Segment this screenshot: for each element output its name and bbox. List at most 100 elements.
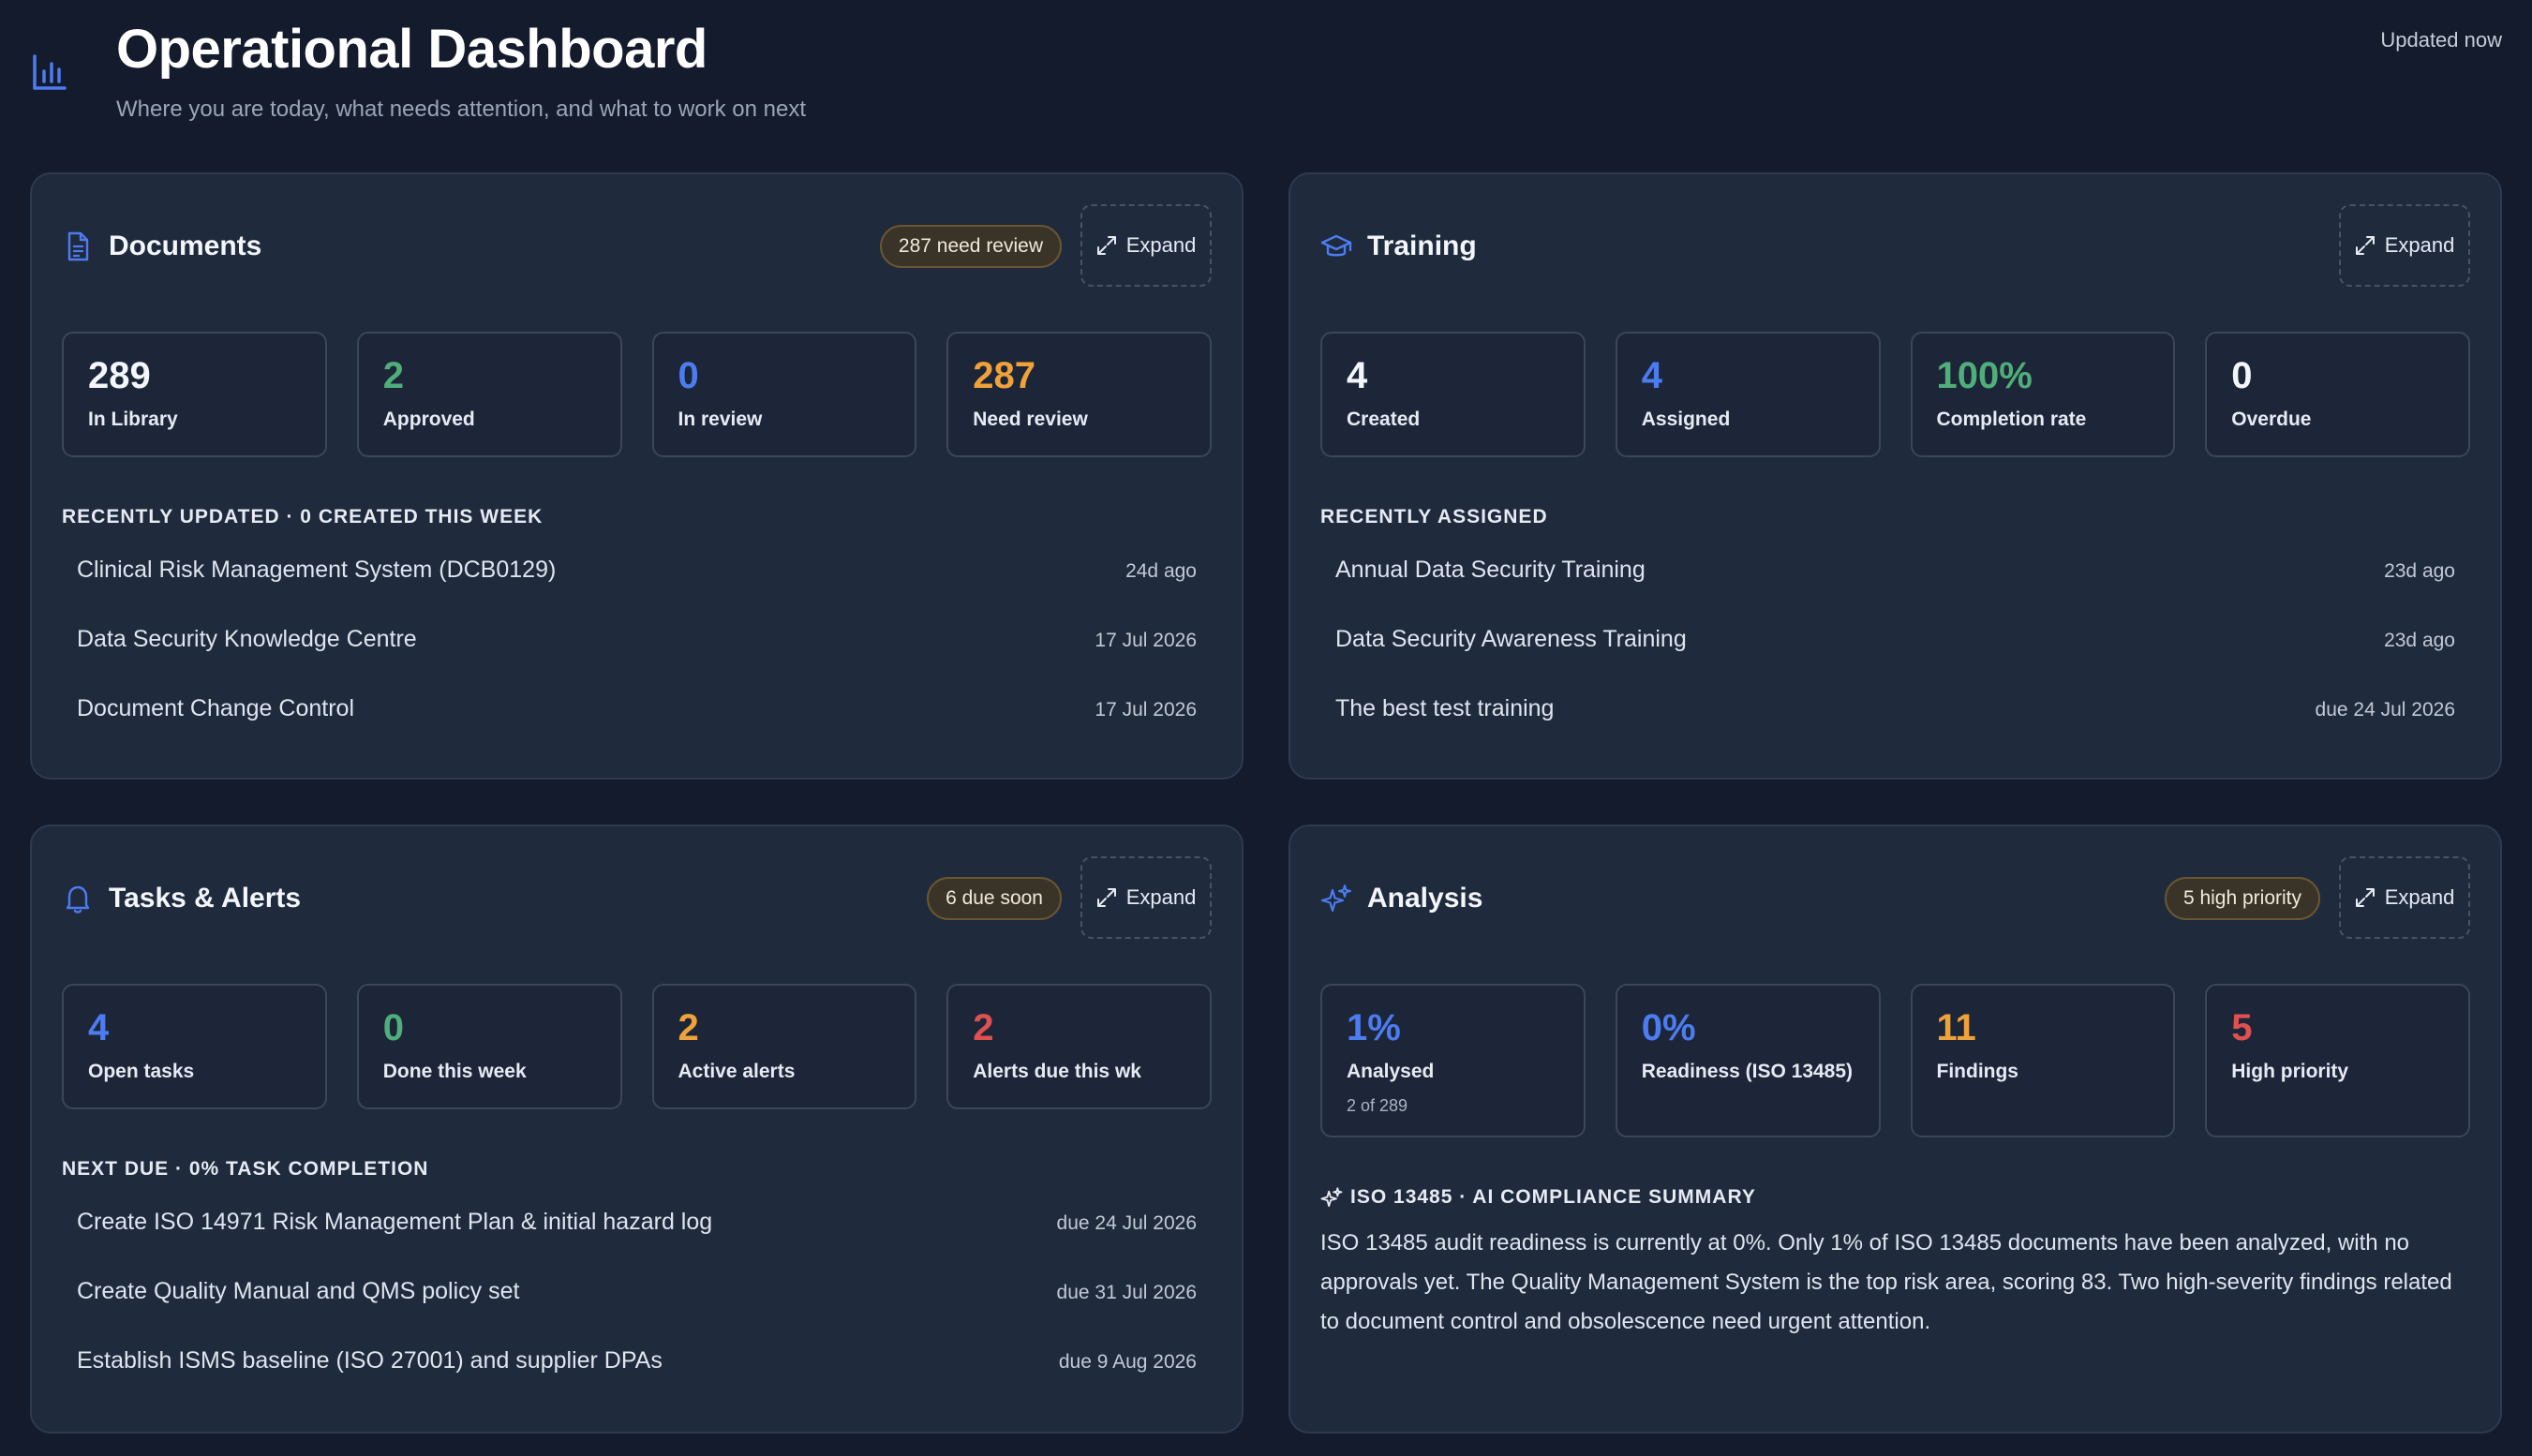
stat-value: 0 [2231, 355, 2253, 396]
ai-summary-label: ISO 13485 · AI COMPLIANCE SUMMARY [1350, 1186, 1756, 1208]
stat-label: Active alerts [678, 1061, 796, 1082]
graduation-cap-icon [1320, 234, 1352, 257]
item-date: due 24 Jul 2026 [2315, 699, 2455, 721]
stat-value: 0 [678, 355, 699, 396]
training-card: Training Expand 4 Created 4 Assigned 100… [1288, 172, 2502, 780]
item-date: due 9 Aug 2026 [1058, 1351, 1197, 1373]
analysis-stats: 1% Analysed 2 of 289 0% Readiness (ISO 1… [1320, 984, 2470, 1137]
documents-card: Documents 287 need review Expand 289 In … [30, 172, 1244, 780]
stat-alerts-due[interactable]: 2 Alerts due this wk [946, 984, 1212, 1109]
document-icon [67, 231, 89, 261]
item-title: Data Security Awareness Training [1335, 626, 1687, 652]
stat-value: 2 [678, 1007, 699, 1048]
stat-overdue[interactable]: 0 Overdue [2205, 332, 2470, 457]
list-item[interactable]: Clinical Risk Management System (DCB0129… [62, 540, 1212, 609]
documents-card-header: Documents 287 need review Expand [62, 204, 1212, 287]
tasks-title: Tasks & Alerts [109, 883, 302, 914]
stat-value: 5 [2231, 1007, 2253, 1048]
ai-summary-heading: ISO 13485 · AI COMPLIANCE SUMMARY [1320, 1186, 1756, 1209]
list-item[interactable]: Create ISO 14971 Risk Management Plan & … [62, 1192, 1212, 1261]
item-title: Establish ISMS baseline (ISO 27001) and … [77, 1347, 663, 1374]
stat-assigned[interactable]: 4 Assigned [1615, 332, 1881, 457]
stat-created[interactable]: 4 Created [1320, 332, 1586, 457]
stat-value: 100% [1936, 355, 2033, 396]
ai-summary-text: ISO 13485 audit readiness is currently a… [1320, 1230, 2452, 1334]
stat-completion-rate[interactable]: 100% Completion rate [1910, 332, 2176, 457]
stat-readiness[interactable]: 0% Readiness (ISO 13485) [1615, 984, 1881, 1137]
stat-open-tasks[interactable]: 4 Open tasks [62, 984, 327, 1109]
item-title: The best test training [1335, 695, 1555, 721]
training-expand-button[interactable]: Expand [2339, 204, 2470, 287]
stat-high-priority[interactable]: 5 High priority [2205, 984, 2470, 1137]
stat-value: 2 [973, 1007, 994, 1048]
updated-status: Updated now [2380, 28, 2502, 52]
stat-findings[interactable]: 11 Findings [1910, 984, 2176, 1137]
stat-label: High priority [2231, 1061, 2349, 1082]
tasks-card-header: Tasks & Alerts 6 due soon Expand [62, 856, 1212, 939]
documents-stats: 289 In Library 2 Approved 0 In review 28… [62, 332, 1212, 457]
analysis-title: Analysis [1367, 883, 1483, 914]
list-item[interactable]: Annual Data Security Training 23d ago [1320, 540, 2470, 609]
documents-title: Documents [109, 230, 262, 261]
page-subtitle: Where you are today, what needs attentio… [116, 97, 806, 122]
stat-value: 2 [382, 355, 404, 396]
expand-icon [2355, 888, 2375, 907]
list-item[interactable]: The best test training due 24 Jul 2026 [1320, 678, 2470, 748]
analysis-card-header: Analysis 5 high priority Expand [1320, 856, 2470, 939]
expand-label: Expand [1125, 885, 1197, 909]
stat-label: Findings [1936, 1061, 2019, 1082]
list-item[interactable]: Create Quality Manual and QMS policy set… [62, 1261, 1212, 1330]
list-item[interactable]: Data Security Knowledge Centre 17 Jul 20… [62, 609, 1212, 678]
stat-done-this-week[interactable]: 0 Done this week [356, 984, 622, 1109]
item-date: 17 Jul 2026 [1095, 699, 1197, 721]
analysis-expand-button[interactable]: Expand [2339, 856, 2470, 939]
stat-label: In review [678, 409, 763, 430]
list-item[interactable]: Data Security Awareness Training 23d ago [1320, 609, 2470, 678]
training-section-label: RECENTLY ASSIGNED [1320, 506, 1548, 527]
list-item[interactable]: Establish ISMS baseline (ISO 27001) and … [62, 1330, 1212, 1400]
stat-label: Alerts due this wk [973, 1061, 1141, 1082]
stat-label: Overdue [2231, 409, 2312, 430]
stat-active-alerts[interactable]: 2 Active alerts [651, 984, 917, 1109]
analysis-card: Analysis 5 high priority Expand 1% Analy… [1288, 825, 2502, 1434]
item-title: Clinical Risk Management System (DCB0129… [77, 557, 557, 583]
stat-in-review[interactable]: 0 In review [651, 332, 917, 457]
item-date: 23d ago [2384, 560, 2455, 582]
documents-section-label: RECENTLY UPDATED · 0 CREATED THIS WEEK [62, 506, 544, 527]
stat-need-review[interactable]: 287 Need review [946, 332, 1212, 457]
item-date: 23d ago [2384, 630, 2455, 651]
documents-expand-button[interactable]: Expand [1080, 204, 1212, 287]
stat-in-library[interactable]: 289 In Library [62, 332, 327, 457]
stat-value: 4 [1347, 355, 1368, 396]
item-title: Data Security Knowledge Centre [77, 626, 417, 652]
stat-label: Completion rate [1936, 409, 2087, 430]
training-list: Annual Data Security Training 23d ago Da… [1320, 540, 2470, 748]
stat-sub: 2 of 289 [1347, 1096, 1408, 1115]
training-card-header: Training Expand [1320, 204, 2470, 287]
page-title: Operational Dashboard [116, 19, 707, 80]
item-title: Create Quality Manual and QMS policy set [77, 1278, 520, 1304]
item-date: due 24 Jul 2026 [1056, 1212, 1197, 1234]
tasks-due-badge: 6 due soon [927, 877, 1062, 920]
expand-icon [1096, 888, 1116, 907]
expand-label: Expand [2384, 233, 2455, 257]
expand-label: Expand [2384, 885, 2455, 909]
stat-value: 289 [88, 355, 151, 396]
stat-label: Open tasks [88, 1061, 195, 1082]
item-title: Annual Data Security Training [1335, 557, 1646, 583]
sparkles-icon [1320, 1187, 1343, 1208]
tasks-section-label: NEXT DUE · 0% TASK COMPLETION [62, 1158, 429, 1180]
page-header: Operational Dashboard Where you are toda… [0, 0, 2532, 169]
stat-analysed[interactable]: 1% Analysed 2 of 289 [1320, 984, 1586, 1137]
list-item[interactable]: Document Change Control 17 Jul 2026 [62, 678, 1212, 748]
tasks-stats: 4 Open tasks 0 Done this week 2 Active a… [62, 984, 1212, 1109]
stat-value: 287 [973, 355, 1035, 396]
stat-value: 1% [1347, 1007, 1401, 1048]
tasks-expand-button[interactable]: Expand [1080, 856, 1212, 939]
sparkles-icon [1320, 884, 1351, 913]
item-date: 24d ago [1125, 560, 1197, 582]
stat-label: Analysed [1347, 1061, 1435, 1082]
tasks-alerts-card: Tasks & Alerts 6 due soon Expand 4 Open … [30, 825, 1244, 1434]
expand-icon [2355, 236, 2375, 255]
stat-approved[interactable]: 2 Approved [356, 332, 622, 457]
